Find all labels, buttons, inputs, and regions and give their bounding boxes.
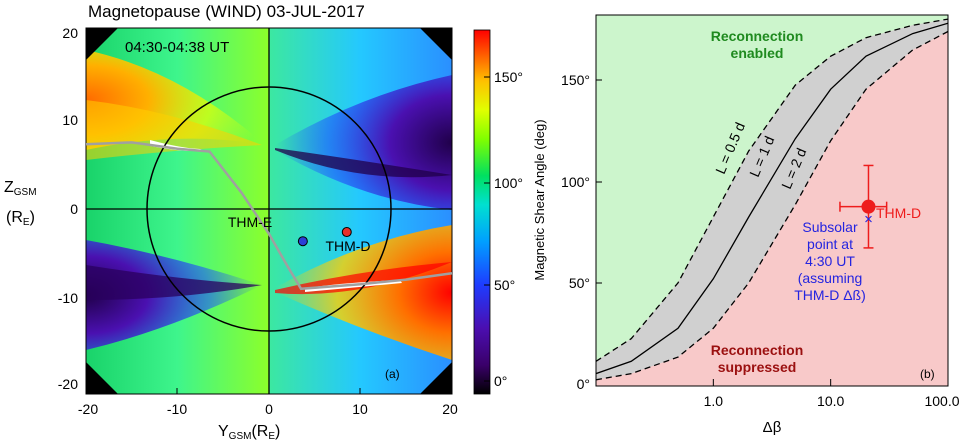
panel-b-label: (b) <box>920 367 935 381</box>
colorbar-tick: 50° <box>494 277 515 293</box>
colorbar-tick: 0° <box>494 373 507 389</box>
map-xtick: 20 <box>442 401 458 417</box>
b-y-ticks: 0° 50° 100° 150° <box>561 72 602 392</box>
region-suppressed-label: Reconnection suppressed <box>711 342 804 375</box>
heatmap <box>86 28 452 394</box>
b-x-axis-label: Δβ <box>763 419 782 436</box>
panel-b-frame <box>595 14 949 387</box>
b-ytick: 150° <box>561 72 590 88</box>
map-ytick: 0 <box>70 201 78 217</box>
svg-text:Reconnection: Reconnection <box>711 342 804 358</box>
thm-d-label: THM-D <box>325 238 370 254</box>
thm-d-marker <box>341 227 352 238</box>
wind-trace <box>85 141 453 291</box>
map-xtick: 0 <box>265 401 273 417</box>
map-x-axis-label: YGSM(RE) <box>218 423 280 442</box>
b-ytick: 50° <box>569 275 590 291</box>
b-ytick: 100° <box>561 174 590 190</box>
svg-text:Reconnection: Reconnection <box>711 28 804 44</box>
colorbar-tick: 150° <box>494 69 523 85</box>
map-xtick: -10 <box>167 401 187 417</box>
colorbar <box>473 29 491 395</box>
svg-text:(assuming: (assuming <box>798 270 863 286</box>
curve-l-2d <box>596 30 948 381</box>
curve-l-1d <box>596 22 948 375</box>
map-xtick: 10 <box>352 401 368 417</box>
map-ytick: 20 <box>62 25 78 41</box>
thm-d-point <box>839 164 888 249</box>
svg-text:Subsolar: Subsolar <box>802 219 858 235</box>
map-y-axis-unit: (RE) <box>6 209 35 228</box>
b-xtick: 10.0 <box>817 393 844 409</box>
uncertainty-band <box>596 19 948 380</box>
map-xtick: -20 <box>78 401 98 417</box>
b-xtick: 100.0 <box>924 393 959 409</box>
svg-text:enabled: enabled <box>731 45 784 61</box>
region-enabled <box>596 15 948 362</box>
b-xtick: 1.0 <box>704 393 724 409</box>
magnetopause-circle <box>146 86 392 332</box>
svg-text:4:30 UT: 4:30 UT <box>805 253 855 269</box>
subsolar-label: Subsolar point at 4:30 UT (assuming THM-… <box>794 219 866 303</box>
colorbar-ticks: 150° 100° 50° 0° <box>484 69 523 389</box>
curve-l-0-5d <box>596 18 948 362</box>
b-y-axis-label: Magnetic Shear Angle (deg) <box>532 119 547 280</box>
svg-text:point at: point at <box>807 236 853 252</box>
b-x-ticks: 1.0 10.0 100.0 <box>704 393 960 409</box>
map-ytick: 10 <box>62 112 78 128</box>
time-range-label: 04:30-04:38 UT <box>125 39 229 56</box>
map-y-axis-label: ZGSM <box>4 179 37 198</box>
svg-text:suppressed: suppressed <box>718 359 797 375</box>
b-ytick: 0° <box>577 376 590 392</box>
thm-d-dot <box>861 199 876 214</box>
thm-d-point-label: THM-D <box>876 205 921 221</box>
map-ytick: -20 <box>58 376 78 392</box>
region-enabled-label: Reconnection enabled <box>711 28 804 61</box>
panel-a-title: Magnetopause (WIND) 03-JUL-2017 <box>88 2 365 21</box>
map-x-ticks: -20 -10 0 10 20 <box>78 388 458 417</box>
thm-e-marker <box>297 236 308 247</box>
map-y-ticks: 20 10 0 -10 -20 <box>58 25 78 392</box>
map-ytick: -10 <box>58 290 78 306</box>
colorbar-tick: 100° <box>494 175 523 191</box>
panel-a-label: (a) <box>385 367 400 381</box>
svg-text:THM-D Δß): THM-D Δß) <box>794 287 866 303</box>
subsolar-marker: × <box>864 211 873 228</box>
thm-e-label: THM-E <box>228 214 272 230</box>
